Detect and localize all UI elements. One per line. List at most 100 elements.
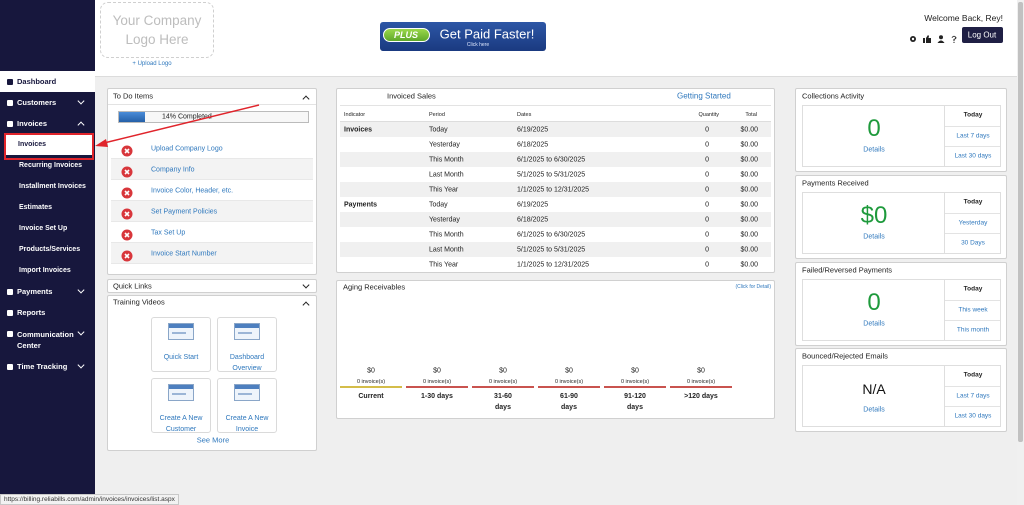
menu-item[interactable]: Payments bbox=[0, 281, 95, 302]
submenu-item[interactable]: Invoice Set Up bbox=[0, 218, 95, 239]
chevron[interactable] bbox=[77, 328, 85, 336]
video-tile[interactable]: Create A New Customer bbox=[151, 378, 211, 433]
help-icon[interactable] bbox=[950, 30, 958, 43]
stat-details-link[interactable]: Details bbox=[863, 146, 885, 154]
table-cell: Last Month bbox=[429, 246, 464, 254]
period-tab[interactable]: Today bbox=[963, 285, 983, 293]
table-cell: Last Month bbox=[429, 171, 464, 179]
stat-panel: Failed/Reversed Payments 0 Details Today Thi… bbox=[795, 262, 1007, 346]
aging-count: 0 invoice(s) bbox=[488, 379, 518, 385]
stat-details-link[interactable]: Details bbox=[863, 406, 885, 414]
stat-value: $0 bbox=[860, 202, 888, 229]
period-tab[interactable]: Today bbox=[963, 371, 983, 379]
period-tab[interactable]: Last 7 days bbox=[956, 132, 990, 139]
column-header: Period bbox=[429, 112, 445, 118]
video-tile[interactable]: Create A New Invoice bbox=[217, 378, 277, 433]
period-tab[interactable]: Today bbox=[963, 198, 983, 206]
stat-panel: Collections Activity 0 Details Today Last 7 … bbox=[795, 88, 1007, 172]
menu-item[interactable]: Communication Center bbox=[0, 323, 95, 356]
incomplete-icon bbox=[121, 207, 133, 220]
todo-item-link[interactable]: Set Payment Policies bbox=[151, 208, 218, 216]
upload-logo-link[interactable]: + Upload Logo bbox=[132, 61, 172, 67]
aging-bar bbox=[670, 386, 732, 388]
video-title[interactable]: Create A New Invoice bbox=[225, 415, 269, 433]
sidebar: Dashboard Customers Invoices Invoices Recurr… bbox=[0, 0, 95, 505]
thumb-bar bbox=[169, 385, 193, 389]
todo-item-link[interactable]: Invoice Start Number bbox=[151, 250, 217, 258]
indicator-cell: Payments bbox=[344, 201, 378, 209]
video-title[interactable]: Dashboard Overview bbox=[229, 354, 265, 372]
menu-item[interactable]: Invoices bbox=[0, 113, 95, 134]
period-tab[interactable]: 30 Days bbox=[961, 239, 985, 247]
chevron[interactable] bbox=[77, 286, 85, 294]
chevron[interactable] bbox=[302, 281, 310, 289]
submenu-item[interactable]: Import Invoices bbox=[0, 260, 95, 281]
video-tile[interactable]: Quick Start bbox=[151, 317, 211, 372]
logout-button[interactable]: Log Out bbox=[962, 27, 1003, 43]
stat-details-link[interactable]: Details bbox=[863, 233, 885, 241]
table-cell: $0.00 bbox=[740, 126, 758, 134]
menu-item[interactable]: Dashboard bbox=[0, 71, 95, 92]
table-cell: 6/19/2025 bbox=[517, 201, 549, 209]
banner-link[interactable]: Click here bbox=[466, 42, 490, 48]
user-icon[interactable] bbox=[937, 30, 945, 43]
thumbs-icon[interactable] bbox=[923, 30, 931, 43]
todo-item-link[interactable]: Company Info bbox=[151, 166, 195, 174]
aging-label: 91-120 days bbox=[624, 393, 646, 411]
progress-fill bbox=[119, 112, 146, 122]
logout-label[interactable]: Log Out bbox=[967, 30, 997, 40]
table-row bbox=[340, 227, 771, 242]
period-divider bbox=[945, 320, 1000, 321]
video-tile[interactable]: Dashboard Overview bbox=[217, 317, 277, 372]
video-title[interactable]: Create A New Customer bbox=[159, 415, 203, 433]
period-tab[interactable]: Last 7 days bbox=[956, 392, 990, 399]
period-tab[interactable]: Last 30 days bbox=[954, 412, 992, 420]
title-divider bbox=[340, 105, 771, 106]
stat-title: Failed/Reversed Payments bbox=[802, 265, 893, 275]
video-title[interactable]: Quick Start bbox=[163, 354, 199, 361]
quick-links-panel[interactable]: Quick Links bbox=[107, 279, 317, 293]
banner[interactable]: PLUS Get Paid Faster! Click here bbox=[380, 22, 546, 51]
see-more-link[interactable]: See More bbox=[196, 435, 230, 445]
chevron[interactable] bbox=[77, 361, 85, 369]
submenu-item[interactable]: Installment Invoices bbox=[0, 176, 95, 197]
chevron[interactable] bbox=[302, 95, 310, 103]
column-header: Indicator bbox=[344, 112, 366, 118]
menu-item[interactable]: Time Tracking bbox=[0, 356, 95, 377]
todo-item-link[interactable]: Upload Company Logo bbox=[151, 145, 223, 153]
aging-detail-link[interactable]: (Click for Detail) bbox=[735, 284, 771, 290]
period-tab[interactable]: Yesterday bbox=[958, 219, 988, 226]
menu-icon bbox=[7, 120, 13, 127]
table-cell: 0 bbox=[705, 261, 709, 269]
table-cell: This Year bbox=[429, 261, 459, 269]
stat-details-link[interactable]: Details bbox=[863, 320, 885, 328]
submenu-item[interactable]: Estimates bbox=[0, 197, 95, 218]
period-tab[interactable]: This week bbox=[958, 306, 988, 313]
chevron[interactable] bbox=[77, 121, 85, 129]
table-cell: 6/19/2025 bbox=[517, 126, 549, 134]
status-bar: https://billing.reliabills.com/admin/inv… bbox=[0, 494, 179, 505]
menu-item[interactable]: Reports bbox=[0, 302, 95, 323]
aging-amount: $0 bbox=[565, 367, 573, 375]
todo-panel: To Do Items 14% Completed Upload Company L… bbox=[107, 88, 317, 275]
todo-item-link[interactable]: Invoice Color, Header, etc. bbox=[151, 187, 234, 195]
aging-amount: $0 bbox=[433, 367, 441, 375]
chevron[interactable] bbox=[77, 97, 85, 105]
scrollbar-thumb[interactable] bbox=[1018, 2, 1023, 442]
chevron[interactable] bbox=[302, 301, 310, 309]
getting-started-link[interactable]: Getting Started bbox=[677, 91, 731, 101]
table-cell: $0.00 bbox=[740, 171, 758, 179]
menu-item[interactable]: Customers bbox=[0, 92, 95, 113]
table-cell: 6/1/2025 to 6/30/2025 bbox=[517, 231, 586, 239]
submenu-item[interactable]: Products/Services bbox=[0, 239, 95, 260]
submenu-item[interactable]: Invoices bbox=[5, 134, 92, 155]
period-tab[interactable]: Today bbox=[963, 111, 983, 119]
submenu-item[interactable]: Recurring Invoices bbox=[0, 155, 95, 176]
settings-icon[interactable] bbox=[909, 30, 917, 42]
table-cell: This Month bbox=[429, 231, 464, 239]
todo-item-link[interactable]: Tax Set Up bbox=[151, 229, 186, 237]
period-tab[interactable]: This month bbox=[956, 326, 990, 334]
logo-placeholder: Your Company Logo Here bbox=[100, 2, 214, 58]
period-tab[interactable]: Last 30 days bbox=[954, 152, 992, 160]
progress-label: 14% Completed bbox=[162, 113, 212, 121]
